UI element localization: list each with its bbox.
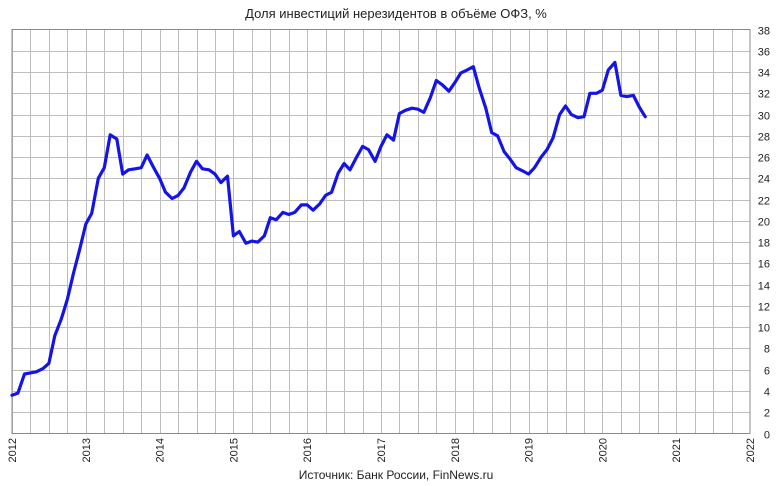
- x-tick-label: 2019: [524, 438, 536, 462]
- x-tick-label: 2020: [597, 438, 609, 462]
- y-tick-label: 6: [764, 366, 770, 378]
- series-line: [10, 60, 647, 397]
- y-tick-label: 22: [758, 196, 770, 208]
- x-tick-label: 2021: [671, 438, 683, 462]
- x-tick-label: 2014: [155, 438, 167, 462]
- y-tick-label: 30: [758, 111, 770, 123]
- y-tick-label: 14: [758, 281, 770, 293]
- y-tick-label: 20: [758, 217, 770, 229]
- y-tick-label: 4: [764, 387, 770, 399]
- y-tick-label: 36: [758, 47, 770, 59]
- y-tick-label: 26: [758, 153, 770, 165]
- y-tick-label: 18: [758, 238, 770, 250]
- y-tick-label: 32: [758, 89, 770, 101]
- x-tick-label: 2018: [450, 438, 462, 462]
- y-tick-label: 8: [764, 344, 770, 356]
- x-tick-label: 2016: [302, 438, 314, 462]
- y-tick-label: 24: [758, 174, 770, 186]
- x-tick-label: 2012: [7, 438, 19, 462]
- y-tick-label: 0: [764, 430, 770, 442]
- y-tick-label: 2: [764, 408, 770, 420]
- chart-source: Источник: Банк России, FinNews.ru: [299, 468, 494, 482]
- y-tick-label: 16: [758, 259, 770, 271]
- y-tick-label: 10: [758, 323, 770, 335]
- chart-title: Доля инвестиций нерезидентов в объёме ОФ…: [245, 6, 547, 21]
- x-tick-label: 2022: [745, 438, 757, 462]
- x-tick-label: 2013: [81, 438, 93, 462]
- plot-frame: [11, 29, 751, 434]
- grid: [12, 29, 750, 434]
- x-axis: 2012 2013 2014 2015 2016 2017 2018 2019 2020 2021…: [7, 438, 757, 462]
- series-layer: [10, 60, 647, 397]
- x-tick-label: 2015: [228, 438, 240, 462]
- x-tick-label: 2017: [376, 438, 388, 462]
- y-tick-label: 28: [758, 132, 770, 144]
- y-tick-label: 34: [758, 68, 770, 80]
- y-tick-label: 38: [758, 26, 770, 38]
- y-tick-label: 12: [758, 302, 770, 314]
